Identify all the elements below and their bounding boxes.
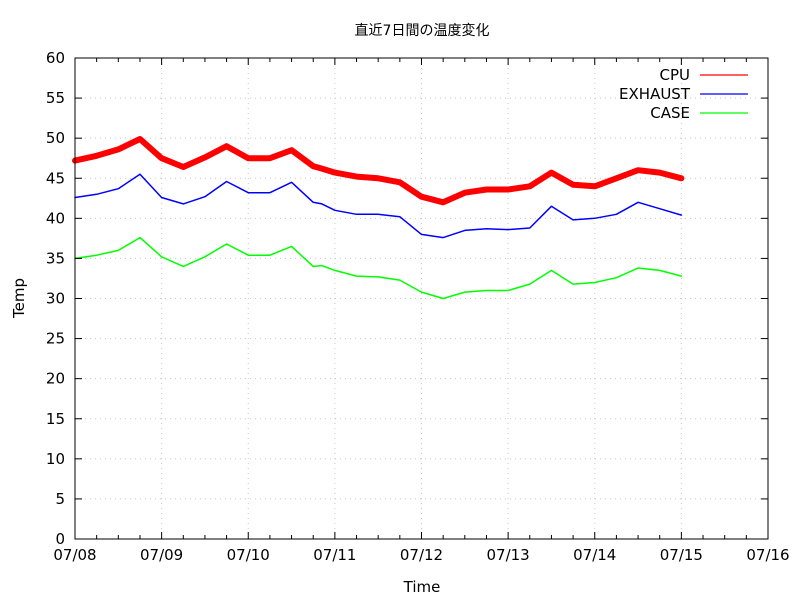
series-line-case	[74, 236, 683, 300]
y-tick-label: 50	[46, 129, 65, 147]
x-tick-label: 07/12	[400, 546, 443, 564]
y-tick-label: 55	[46, 89, 65, 107]
y-tick-label: 45	[46, 169, 65, 187]
y-axis-label: Temp	[10, 278, 28, 319]
x-tick-label: 07/11	[313, 546, 356, 564]
chart-title: 直近7日間の温度変化	[355, 22, 490, 39]
legend-label-exhaust: EXHAUST	[619, 85, 691, 103]
series-layer	[72, 136, 685, 300]
y-tick-label: 40	[46, 209, 65, 227]
y-tick-label: 25	[46, 330, 65, 348]
x-tick-label: 07/15	[660, 546, 703, 564]
x-tick-label: 07/10	[227, 546, 270, 564]
x-axis-label: Time	[403, 578, 441, 596]
series-line-exhaust	[74, 173, 683, 239]
y-tick-label: 30	[46, 290, 65, 308]
y-tick-label: 10	[46, 450, 65, 468]
x-tick-label: 07/16	[746, 546, 789, 564]
x-tick-label: 07/13	[487, 546, 530, 564]
y-tick-label: 0	[55, 530, 65, 548]
legend-label-cpu: CPU	[660, 66, 691, 84]
grid-lines	[75, 58, 768, 539]
series-line-cpu	[72, 136, 685, 206]
x-tick-label: 07/08	[53, 546, 96, 564]
y-tick-label: 20	[46, 370, 65, 388]
y-tick-label: 15	[46, 410, 65, 428]
y-axis-ticks: 0 5 10 15 20 25 30 35 40 45 50 55 60	[46, 49, 768, 548]
y-tick-label: 5	[55, 490, 65, 508]
x-tick-label: 07/14	[573, 546, 616, 564]
y-tick-label: 35	[46, 249, 65, 267]
legend-label-case: CASE	[650, 104, 690, 122]
x-axis-ticks: 07/08 07/09 07/10 07/11 07/12 07/13 07/14 07/15…	[53, 58, 790, 564]
x-tick-label: 07/09	[140, 546, 183, 564]
y-tick-label: 60	[46, 49, 65, 67]
